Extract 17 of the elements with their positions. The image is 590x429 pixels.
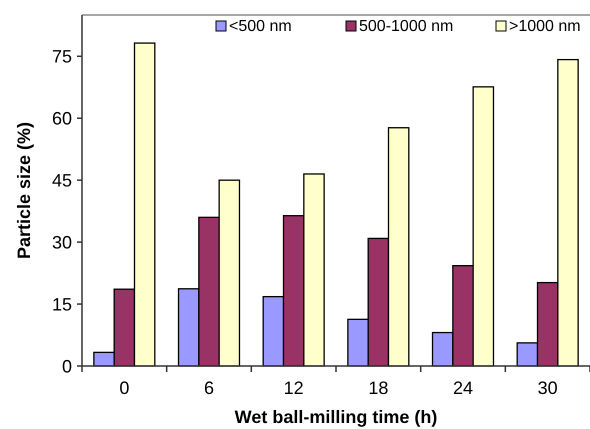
x-tick-label: 18 (368, 378, 388, 398)
y-tick-label: 60 (52, 108, 72, 129)
x-tick-label: 12 (284, 378, 304, 398)
legend-label: 500-1000 nm (359, 18, 454, 35)
legend-label: <500 nm (229, 18, 292, 35)
x-tick-label: 30 (538, 378, 558, 398)
y-tick-label: 75 (52, 46, 72, 67)
y-tick-label: 0 (62, 356, 72, 376)
x-axis-title: Wet ball-milling time (h) (234, 407, 438, 427)
y-axis-title: Particle size (%) (14, 122, 34, 260)
x-tick-label: 0 (119, 378, 130, 398)
y-tick-label: 30 (52, 232, 72, 252)
y-tick-label: 15 (52, 294, 72, 314)
y-tick-label: 45 (52, 170, 72, 190)
x-tick-label: 6 (204, 378, 214, 398)
legend-label: >1000 nm (509, 18, 581, 35)
x-tick-label: 24 (452, 378, 474, 398)
